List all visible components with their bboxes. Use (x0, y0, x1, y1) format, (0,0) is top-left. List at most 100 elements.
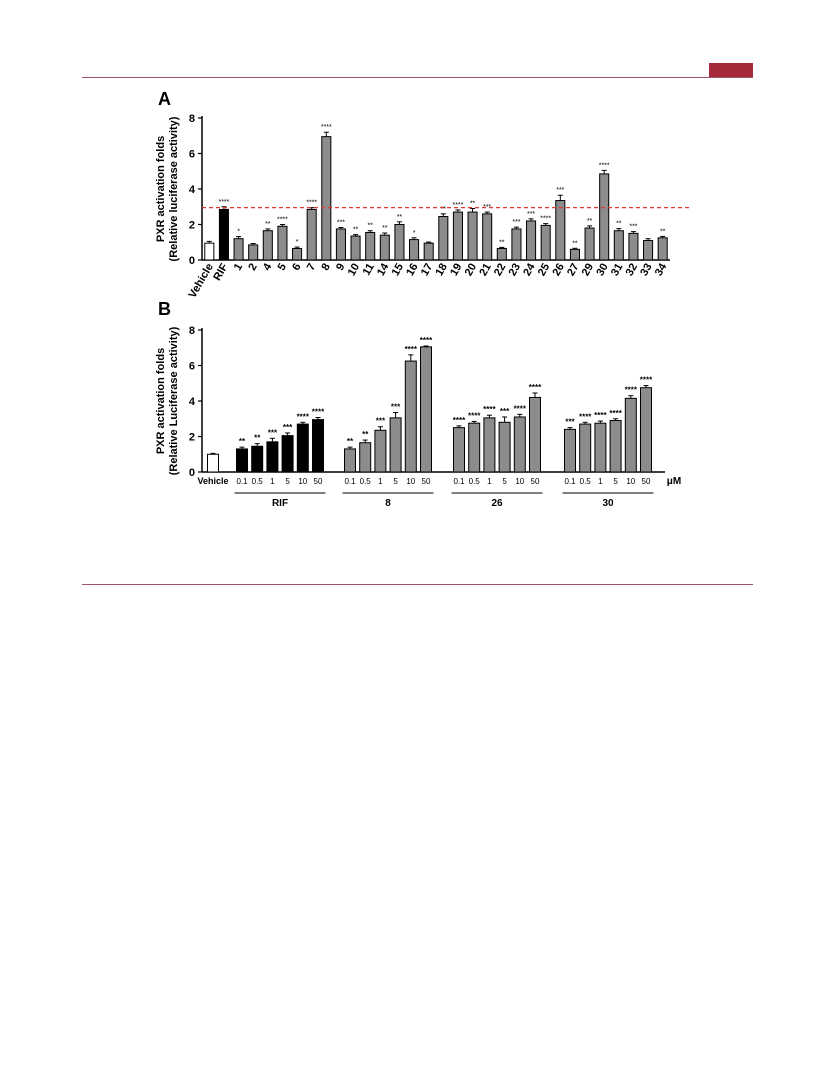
header-accent-block (709, 63, 753, 77)
significance-label: *** (283, 423, 293, 432)
bar-30-5 (609, 420, 622, 473)
chart-panel-b: B PXR activation folds(Relative Luciferas… (155, 299, 681, 509)
x-tick-label: 11 (361, 262, 377, 278)
significance-label: **** (594, 411, 607, 420)
y-tick-label: 8 (189, 325, 195, 337)
x-tick-label: 5 (276, 262, 289, 273)
bar-8-0.1 (344, 448, 356, 473)
bar-8-10 (404, 360, 417, 473)
panel-label: A (158, 89, 171, 109)
bar-26-1 (483, 417, 496, 473)
bar-20 (467, 211, 478, 261)
bar-30-0.1 (564, 428, 576, 473)
x-tick-label: 27 (565, 262, 582, 279)
significance-label: **** (218, 199, 229, 206)
significance-label: ** (382, 225, 388, 232)
x-tick-label: 15 (390, 262, 407, 279)
bar-26-0.5 (468, 422, 481, 473)
significance-label: **** (579, 412, 592, 421)
concentration-label: 1 (378, 477, 383, 486)
bar-30-10 (624, 397, 637, 473)
y-tick-label: 6 (189, 149, 195, 161)
significance-label: *** (527, 211, 535, 218)
significance-label: **** (420, 336, 433, 345)
bar-30-0.5 (579, 423, 592, 473)
significance-label: **** (452, 202, 463, 209)
concentration-label: 1 (487, 477, 492, 486)
bar-RIF-10 (296, 423, 309, 473)
significance-label: * (237, 229, 240, 236)
significance-label: *** (565, 418, 575, 427)
significance-label: **** (312, 408, 325, 417)
significance-label: *** (376, 417, 386, 426)
concentration-label: 5 (285, 477, 290, 486)
x-tick-label: 22 (492, 262, 509, 279)
bar-RIF-1 (266, 441, 279, 473)
bar-30-50 (640, 387, 652, 473)
significance-label: ** (254, 434, 261, 443)
concentration-label: 0.5 (469, 477, 481, 486)
x-tick-label: 25 (536, 262, 553, 279)
concentration-label: 5 (502, 477, 507, 486)
x-tick-label: 6 (290, 262, 303, 273)
y-tick-label: 0 (189, 255, 195, 267)
bar-17 (423, 242, 434, 261)
bar-5 (277, 225, 288, 261)
concentration-label: 1 (270, 477, 275, 486)
concentration-label: 0.1 (564, 477, 576, 486)
concentration-label: 50 (531, 477, 540, 486)
bar-21 (482, 213, 493, 261)
bar-2 (248, 244, 259, 261)
y-tick-label: 8 (189, 113, 195, 125)
significance-label: **** (540, 216, 551, 223)
y-tick-label: 4 (189, 396, 196, 408)
significance-label: **** (405, 345, 418, 354)
significance-label: ** (265, 221, 271, 228)
x-tick-label: 9 (334, 262, 347, 273)
significance-label: * (296, 239, 299, 246)
significance-label: * (413, 230, 416, 237)
bar-RIF (218, 208, 229, 261)
bar-33 (643, 239, 654, 261)
y-tick-label: 0 (189, 467, 195, 479)
significance-label: **** (297, 412, 310, 421)
bar-26 (555, 200, 566, 261)
concentration-label: 50 (422, 477, 431, 486)
bar-29 (584, 227, 595, 261)
bar-32 (628, 232, 639, 261)
significance-label: ** (367, 223, 373, 230)
significance-label: ** (239, 437, 246, 446)
concentration-label: 5 (393, 477, 398, 486)
group-label-26: 26 (491, 498, 503, 509)
bar-RIF-0.1 (236, 448, 248, 473)
bar-26-50 (529, 396, 541, 473)
bar-25 (540, 224, 551, 261)
significance-label: *** (483, 204, 491, 211)
significance-label: **** (529, 383, 542, 392)
bar-18 (438, 216, 449, 261)
x-tick-label: 33 (638, 262, 655, 279)
bar-7 (306, 208, 317, 261)
x-tick-label: 23 (507, 262, 524, 279)
bar-8-5 (389, 417, 402, 473)
concentration-label: 5 (613, 477, 618, 486)
significance-label: ** (587, 218, 593, 225)
bar-30-1 (594, 422, 607, 473)
group-label-RIF: RIF (272, 498, 288, 509)
bar-8-50 (420, 346, 432, 473)
concentration-label: 10 (515, 477, 524, 486)
bar-19 (452, 211, 463, 261)
significance-label: ** (362, 430, 369, 439)
significance-label: *** (337, 220, 345, 227)
bar-26-10 (513, 416, 526, 473)
x-tick-label: 17 (419, 262, 436, 279)
concentration-label: 0.1 (344, 477, 356, 486)
concentration-label: 1 (598, 477, 603, 486)
y-tick-label: 6 (189, 361, 195, 373)
significance-label: *** (268, 428, 278, 437)
y-tick-label: 2 (189, 432, 195, 444)
panel-label: B (158, 299, 171, 319)
concentration-label: 50 (642, 477, 651, 486)
significance-label: *** (512, 219, 520, 226)
significance-label: ** (660, 228, 666, 235)
